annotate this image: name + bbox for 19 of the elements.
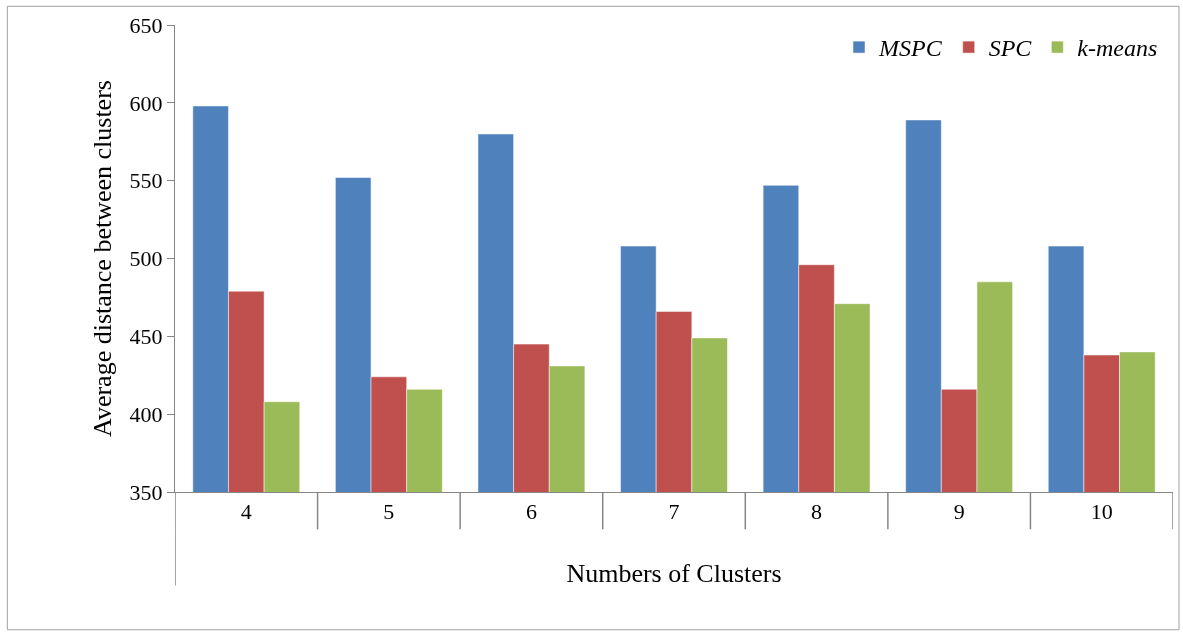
y-tick-label: 600 — [129, 90, 163, 116]
x-axis-title: Numbers of Clusters — [566, 559, 782, 589]
y-tick-label: 500 — [129, 246, 163, 272]
x-tick-label: 10 — [1090, 499, 1113, 525]
y-tick-label: 550 — [129, 168, 163, 194]
x-tick-label: 9 — [953, 499, 965, 525]
x-tick-label: 7 — [668, 499, 680, 525]
x-tick-label: 5 — [383, 499, 395, 525]
legend-label: MSPC — [878, 35, 943, 62]
legend-label: SPC — [988, 35, 1033, 62]
y-tick-label: 650 — [129, 12, 163, 38]
legend-label: k-means — [1077, 35, 1158, 62]
x-tick-label: 8 — [811, 499, 823, 525]
y-tick-label: 350 — [129, 479, 163, 505]
x-tick-label: 6 — [525, 499, 537, 525]
y-axis-title: Average distance between clusters — [88, 80, 117, 437]
y-tick-label: 400 — [129, 401, 163, 427]
y-tick-label: 450 — [129, 324, 163, 350]
x-tick-label: 4 — [240, 499, 252, 525]
